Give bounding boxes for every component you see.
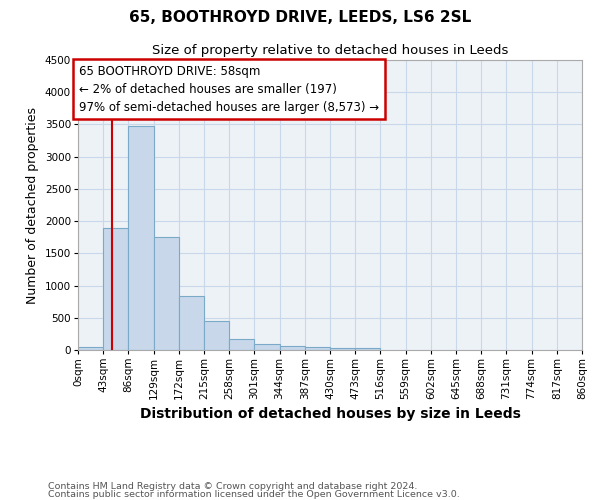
Bar [305, 347, 330, 350]
Bar [103, 228, 128, 350]
Bar [254, 344, 280, 350]
Text: 65 BOOTHROYD DRIVE: 58sqm
← 2% of detached houses are smaller (197)
97% of semi-: 65 BOOTHROYD DRIVE: 58sqm ← 2% of detach… [79, 64, 379, 114]
Text: Contains public sector information licensed under the Open Government Licence v3: Contains public sector information licen… [48, 490, 460, 499]
X-axis label: Distribution of detached houses by size in Leeds: Distribution of detached houses by size … [140, 408, 520, 422]
Text: 65, BOOTHROYD DRIVE, LEEDS, LS6 2SL: 65, BOOTHROYD DRIVE, LEEDS, LS6 2SL [129, 10, 471, 25]
Y-axis label: Number of detached properties: Number of detached properties [26, 106, 39, 304]
Bar [78, 347, 103, 350]
Bar [280, 346, 305, 350]
Title: Size of property relative to detached houses in Leeds: Size of property relative to detached ho… [152, 44, 508, 58]
Bar [154, 236, 179, 350]
Bar [229, 340, 254, 350]
Bar [128, 126, 154, 350]
Text: Contains HM Land Registry data © Crown copyright and database right 2024.: Contains HM Land Registry data © Crown c… [48, 482, 418, 491]
Bar [330, 348, 355, 350]
Bar [179, 296, 204, 350]
Bar [355, 348, 380, 350]
Bar [204, 321, 229, 350]
